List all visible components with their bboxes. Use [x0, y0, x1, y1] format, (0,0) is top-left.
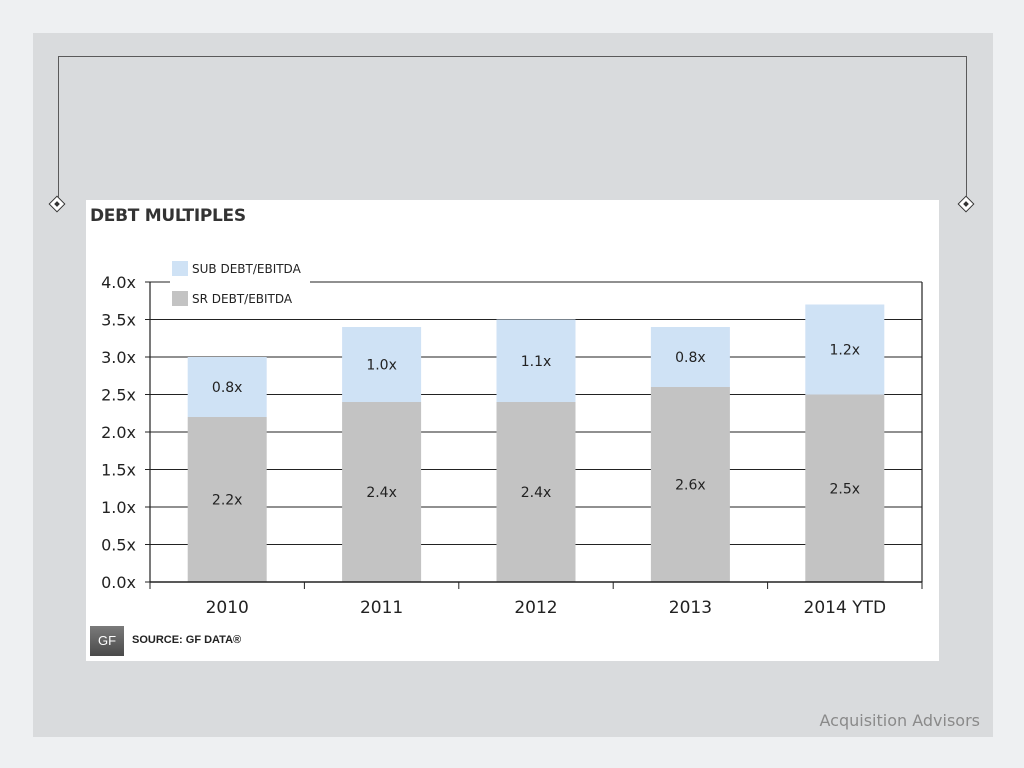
- y-tick-label: 2.0x: [101, 423, 136, 442]
- y-tick-label: 2.5x: [101, 386, 136, 405]
- data-label-sub: 1.2x: [830, 343, 861, 359]
- bar-sr-debt: [805, 394, 885, 582]
- data-label-sr: 2.5x: [830, 481, 861, 497]
- x-tick-label: 2011: [360, 598, 403, 618]
- legend-background: [170, 258, 310, 312]
- y-tick-label: 0.0x: [101, 573, 136, 592]
- y-tick-label: 0.5x: [101, 536, 136, 555]
- y-tick-label: 1.0x: [101, 498, 136, 517]
- legend-swatch: [172, 261, 188, 276]
- chart-panel: DEBT MULTIPLES 0.0x 0.5x 1.0x 1.5x 2.0x 2.5x 3…: [86, 200, 939, 661]
- x-tick-label: 2014 YTD: [804, 598, 887, 618]
- decorative-bracket: [58, 56, 967, 204]
- bar-sub-debt: [805, 304, 885, 395]
- y-tick-label: 3.5x: [101, 311, 136, 330]
- data-label-sr: 2.4x: [521, 485, 552, 501]
- legend-label: SR DEBT/EBITDA: [192, 292, 293, 306]
- footer-brand: Acquisition Advisors: [819, 711, 981, 730]
- data-label-sr: 2.6x: [675, 478, 706, 494]
- bar-sub-debt: [650, 327, 730, 387]
- x-tick-label: 2012: [514, 598, 557, 618]
- data-label-sub: 0.8x: [212, 380, 243, 396]
- bar-sr-debt: [496, 402, 576, 582]
- data-label-sub: 0.8x: [675, 350, 706, 366]
- bar-sub-debt: [342, 327, 422, 402]
- gf-logo-icon: GF: [90, 626, 124, 656]
- bar-sr-debt: [650, 387, 730, 582]
- bar-sub-debt: [496, 319, 576, 402]
- x-tick-label: 2010: [206, 598, 249, 618]
- x-tick-label: 2013: [669, 598, 712, 618]
- legend-swatch: [172, 291, 188, 306]
- y-tick-label: 4.0x: [101, 273, 136, 292]
- data-label-sub: 1.0x: [366, 358, 397, 374]
- legend-label: SUB DEBT/EBITDA: [192, 262, 302, 276]
- data-label-sr: 2.4x: [366, 485, 397, 501]
- y-tick-label: 3.0x: [101, 348, 136, 367]
- bar-sr-debt: [342, 402, 422, 582]
- chart-title: DEBT MULTIPLES: [90, 206, 246, 226]
- bar-sub-debt: [187, 357, 267, 417]
- y-tick-label: 1.5x: [101, 461, 136, 480]
- bar-sr-debt: [187, 417, 267, 582]
- chart-svg: 0.0x 0.5x 1.0x 1.5x 2.0x 2.5x 3.0x 3.5x 4.0x 2.2x…: [101, 258, 923, 618]
- data-label-sr: 2.2x: [212, 493, 243, 509]
- data-label-sub: 1.1x: [521, 354, 552, 370]
- source-label: SOURCE: GF DATA®: [132, 634, 242, 646]
